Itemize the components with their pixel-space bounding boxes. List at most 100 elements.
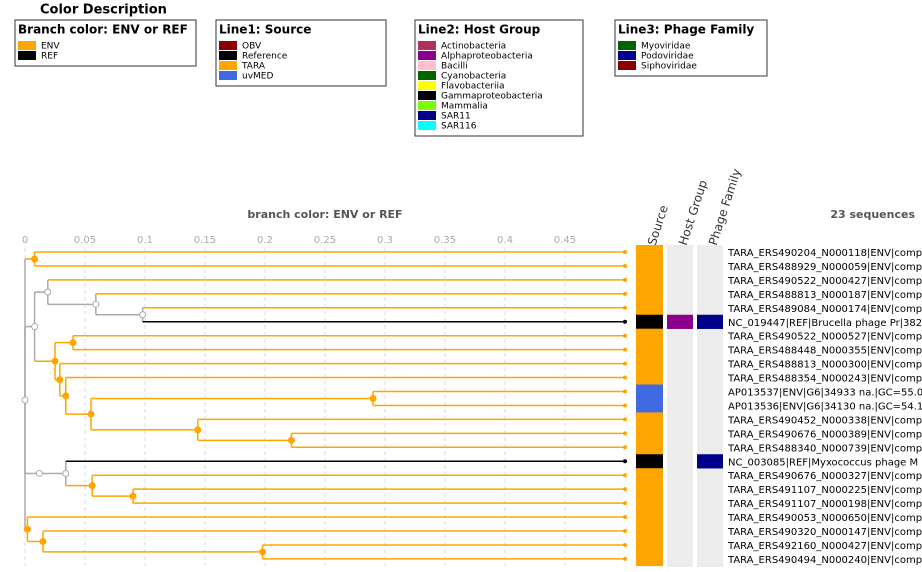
column-bg [667, 245, 693, 567]
leaf-dot [623, 431, 627, 436]
column-header: Host Group [676, 178, 710, 247]
leaf-dot [623, 250, 627, 254]
annotation-cell [636, 454, 663, 469]
leaf-label: TARA_ERS491107_N000198|ENV|comp [727, 499, 922, 510]
node-dot [259, 548, 267, 556]
column-header: Source [645, 203, 671, 247]
sequence-count: 23 sequences [830, 208, 915, 221]
legend-swatch [418, 111, 436, 120]
legend-item: REF [41, 52, 58, 62]
legend-swatch [418, 81, 436, 90]
leaf-dot [623, 501, 627, 506]
annotation-cell [636, 551, 663, 567]
legend-item: OBV [242, 42, 262, 52]
leaf-dot [623, 319, 627, 324]
annotation-cell [636, 482, 663, 497]
leaf-dot [623, 542, 627, 547]
leaf-dot [623, 445, 627, 450]
node-dot [56, 376, 64, 384]
leaf-dot [623, 556, 627, 561]
annotation-cell [636, 524, 663, 539]
legend-item: uvMED [242, 72, 273, 82]
legend-item: Podoviridae [641, 52, 694, 62]
legend-swatch [219, 51, 237, 60]
leaf-label: TARA_ERS488929_N000059|ENV|comp [727, 262, 922, 273]
leaf-dot [623, 263, 627, 268]
node-dot [129, 492, 137, 500]
annotation-cell [636, 468, 663, 483]
annotation-cell [636, 384, 663, 399]
legend-item: Myoviridae [641, 42, 691, 52]
leaf-dot [623, 515, 627, 520]
legend-group-title: Branch color: ENV or REF [18, 23, 188, 37]
legend-item: TARA [241, 62, 266, 72]
annotation-cell [636, 426, 663, 441]
node-dot [31, 255, 39, 263]
leaf-dot [623, 291, 627, 296]
leaf-label: TARA_ERS490320_N000147|ENV|comp [727, 527, 922, 538]
node-dot [194, 426, 202, 434]
annotation-cell [636, 496, 663, 511]
legend-item: Cyanobacteria [441, 72, 506, 82]
leaf-label: TARA_ERS490204_N000118|ENV|comp [727, 248, 922, 259]
legend-item: Actinobacteria [441, 42, 506, 52]
legend-item: Reference [242, 52, 288, 62]
leaf-dot [623, 459, 627, 464]
annotation-cell [636, 300, 663, 315]
node-dot [139, 311, 147, 319]
legend-box [215, 19, 387, 87]
annotation-cell [636, 510, 663, 525]
leaf-label: TARA_ERS490522_N000527|ENV|comp [727, 332, 922, 343]
x-tick-label: 0 [22, 235, 28, 246]
annotation-cell [636, 314, 663, 329]
legend-item: Flavobacteriia [441, 82, 504, 92]
annotation-cell [636, 342, 663, 357]
leaf-label: TARA_ERS491107_N000225|ENV|comp [727, 485, 922, 496]
leaf-dot [623, 375, 627, 380]
annotation-cell [636, 258, 663, 274]
annotation-cell [636, 356, 663, 371]
node-dot [21, 396, 29, 404]
legend-swatch [418, 71, 436, 80]
x-tick-label: 0.1 [137, 235, 153, 246]
legend-swatch [418, 41, 436, 50]
leaf-label: NC_019447|REF|Brucella phage Pr|382 [728, 318, 922, 329]
leaf-dot [623, 277, 627, 282]
leaf-dot [623, 529, 627, 533]
leaf-label: TARA_ERS490053_N000650|ENV|comp [727, 513, 922, 524]
leaf-label: TARA_ERS488813_N000300|ENV|comp [727, 360, 922, 371]
annotation-cell [636, 398, 663, 413]
annotation-cell [636, 286, 663, 302]
node-dot [44, 288, 52, 296]
legend-group-title: Line3: Phage Family [618, 23, 754, 37]
x-tick-label: 0.35 [434, 235, 456, 246]
leaf-dot [623, 333, 627, 338]
annotation-cell [636, 272, 663, 288]
legend-item: Bacilli [441, 62, 468, 72]
leaf-label: TARA_ERS490676_N000389|ENV|comp [727, 429, 922, 440]
annotation-cell [636, 328, 663, 343]
node-dot [51, 357, 59, 365]
leaf-label: TARA_ERS490676_N000327|ENV|comp [727, 471, 922, 482]
legend-swatch [18, 51, 36, 60]
leaf-label: TARA_ERS490494_N000240|ENV|comp [727, 555, 922, 566]
legend-swatch [219, 61, 237, 70]
legend-item: Alphaproteobacteria [441, 52, 533, 62]
column-header: Phage Family [706, 167, 744, 247]
legend-swatch [219, 71, 237, 80]
legend-swatch [418, 101, 436, 110]
x-tick-label: 0.05 [74, 235, 96, 246]
x-tick-label: 0.2 [257, 235, 273, 246]
legend-group-title: Line2: Host Group [418, 23, 541, 37]
leaf-label: NC_003085|REF|Myxococcus phage M [728, 457, 918, 468]
legend-group-title: Line1: Source [219, 23, 311, 37]
leaf-label: AP013536|ENV|G6|34130 na.|GC=54.1 [728, 401, 922, 412]
node-dot [23, 525, 31, 533]
legend-swatch [618, 61, 636, 70]
annotation-cell [667, 314, 693, 329]
legend-item: Gammaproteobacteria [441, 92, 543, 102]
legend-swatch [618, 41, 636, 50]
leaf-label: TARA_ERS492160_N000427|ENV|comp [727, 541, 922, 552]
legend-item: Mammalia [441, 102, 488, 112]
legend-box [614, 19, 768, 77]
